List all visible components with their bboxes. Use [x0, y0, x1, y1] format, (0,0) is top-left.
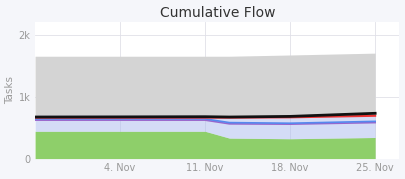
Y-axis label: Tasks: Tasks	[6, 76, 15, 104]
Title: Cumulative Flow: Cumulative Flow	[160, 6, 275, 20]
